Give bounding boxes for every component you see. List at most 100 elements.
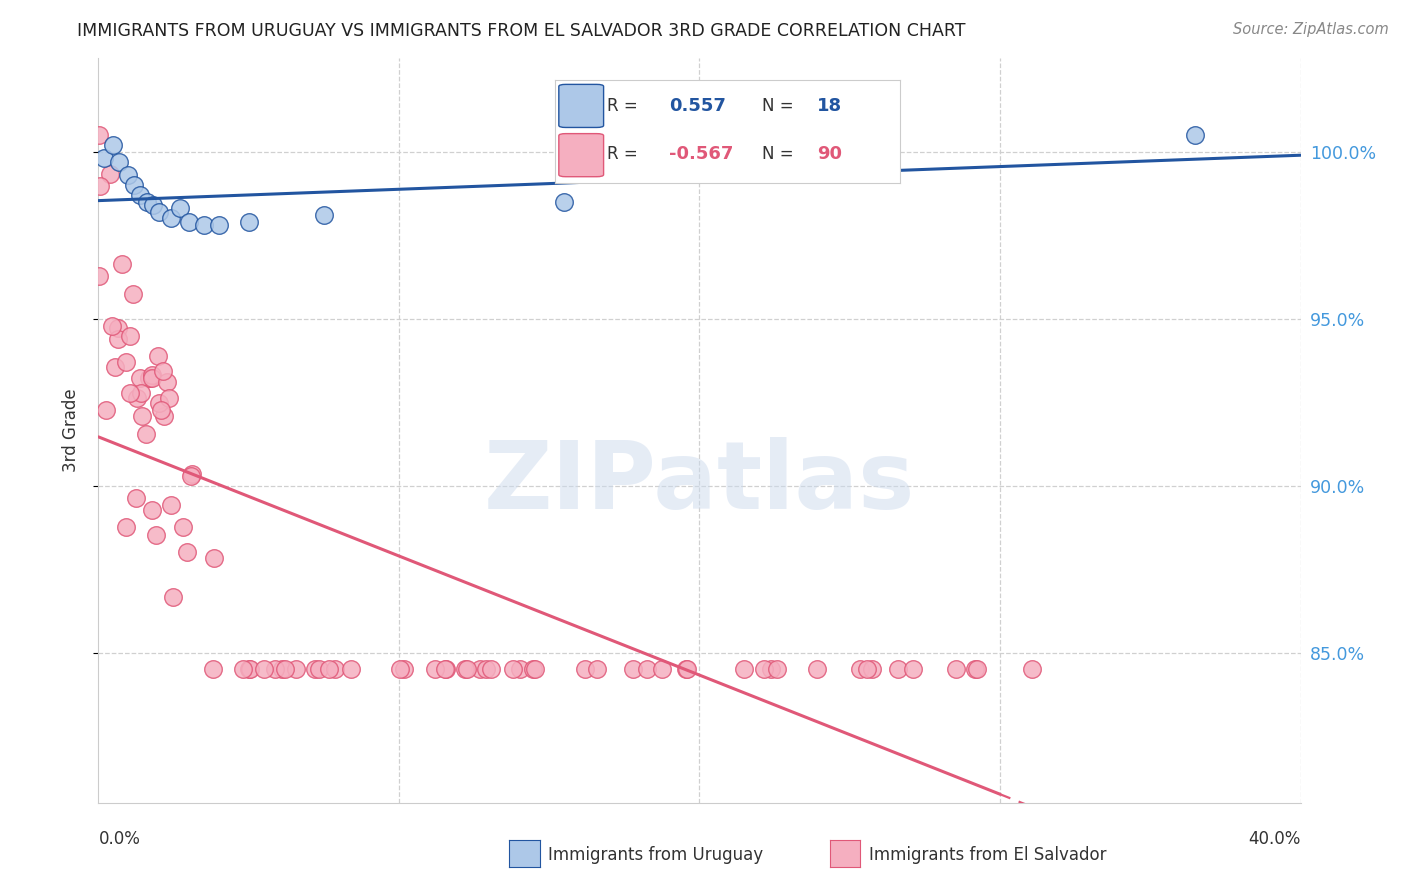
- Point: [180, 468, 202, 483]
- Point: [159, 211, 181, 226]
- Text: Immigrants from Uruguay: Immigrants from Uruguay: [548, 846, 763, 863]
- Point: [586, 662, 609, 676]
- Point: [621, 662, 644, 676]
- Point: [481, 662, 503, 676]
- Point: [120, 329, 142, 343]
- Point: [141, 368, 163, 382]
- Point: [238, 214, 260, 228]
- Text: IMMIGRANTS FROM URUGUAY VS IMMIGRANTS FROM EL SALVADOR 3RD GRADE CORRELATION CHA: IMMIGRANTS FROM URUGUAY VS IMMIGRANTS FR…: [77, 22, 966, 40]
- Point: [89, 178, 111, 193]
- Point: [89, 269, 111, 284]
- Text: 90: 90: [817, 145, 842, 163]
- Point: [636, 662, 658, 676]
- Point: [148, 396, 170, 410]
- Point: [454, 662, 477, 676]
- Point: [176, 545, 198, 559]
- Text: N =: N =: [762, 145, 793, 163]
- Text: 0.557: 0.557: [669, 97, 725, 115]
- Text: 40.0%: 40.0%: [1249, 830, 1301, 847]
- Point: [675, 662, 697, 676]
- Point: [150, 403, 173, 417]
- Point: [208, 218, 231, 232]
- Point: [323, 662, 346, 676]
- Point: [117, 168, 139, 182]
- Point: [553, 194, 575, 209]
- Point: [806, 662, 828, 676]
- Point: [263, 662, 285, 676]
- Point: [131, 386, 153, 401]
- Point: [193, 218, 215, 232]
- Y-axis label: 3rd Grade: 3rd Grade: [62, 389, 80, 472]
- Point: [273, 662, 295, 676]
- Point: [456, 662, 478, 676]
- Point: [141, 198, 163, 212]
- Point: [574, 662, 596, 676]
- Point: [125, 391, 148, 405]
- Text: R =: R =: [607, 145, 638, 163]
- Point: [148, 204, 170, 219]
- Point: [651, 662, 673, 676]
- Point: [392, 662, 415, 676]
- Point: [766, 662, 789, 676]
- Text: -0.567: -0.567: [669, 145, 734, 163]
- Text: Immigrants from El Salvador: Immigrants from El Salvador: [869, 846, 1107, 863]
- Point: [202, 551, 225, 566]
- Point: [108, 154, 131, 169]
- Point: [304, 662, 326, 676]
- Point: [169, 201, 191, 215]
- Point: [523, 662, 546, 676]
- Point: [98, 167, 121, 181]
- Point: [201, 662, 224, 676]
- Point: [436, 662, 458, 676]
- Point: [129, 188, 152, 202]
- Point: [122, 286, 145, 301]
- Point: [135, 194, 157, 209]
- Point: [177, 214, 200, 228]
- Point: [180, 467, 202, 482]
- Point: [270, 662, 292, 676]
- Point: [135, 427, 157, 442]
- Point: [101, 318, 124, 333]
- Point: [966, 662, 988, 676]
- Point: [945, 662, 967, 676]
- Point: [115, 355, 138, 369]
- Point: [509, 662, 531, 676]
- Point: [887, 662, 910, 676]
- Point: [160, 498, 183, 512]
- Point: [312, 208, 335, 222]
- Point: [752, 662, 775, 676]
- Point: [433, 662, 456, 676]
- Point: [156, 375, 179, 389]
- Point: [468, 662, 491, 676]
- Text: R =: R =: [607, 97, 638, 115]
- Point: [146, 349, 169, 363]
- Point: [172, 519, 194, 533]
- Point: [1021, 662, 1043, 676]
- Point: [502, 662, 524, 676]
- Point: [253, 662, 276, 676]
- Point: [152, 364, 174, 378]
- Text: 0.0%: 0.0%: [98, 830, 141, 847]
- Point: [903, 662, 925, 676]
- Point: [141, 371, 163, 385]
- Point: [860, 662, 883, 676]
- Point: [162, 590, 184, 604]
- Text: 18: 18: [817, 97, 842, 115]
- Point: [284, 662, 307, 676]
- Point: [87, 128, 110, 142]
- Point: [103, 137, 125, 152]
- Text: N =: N =: [762, 97, 793, 115]
- FancyBboxPatch shape: [558, 85, 603, 128]
- Point: [94, 402, 117, 417]
- FancyBboxPatch shape: [558, 134, 603, 177]
- Text: ZIPatlas: ZIPatlas: [484, 436, 915, 529]
- Point: [103, 360, 125, 375]
- Point: [965, 662, 987, 676]
- Point: [308, 662, 330, 676]
- Point: [856, 662, 879, 676]
- Point: [849, 662, 872, 676]
- Point: [676, 662, 699, 676]
- Point: [522, 662, 544, 676]
- Point: [232, 662, 254, 676]
- Point: [107, 332, 129, 346]
